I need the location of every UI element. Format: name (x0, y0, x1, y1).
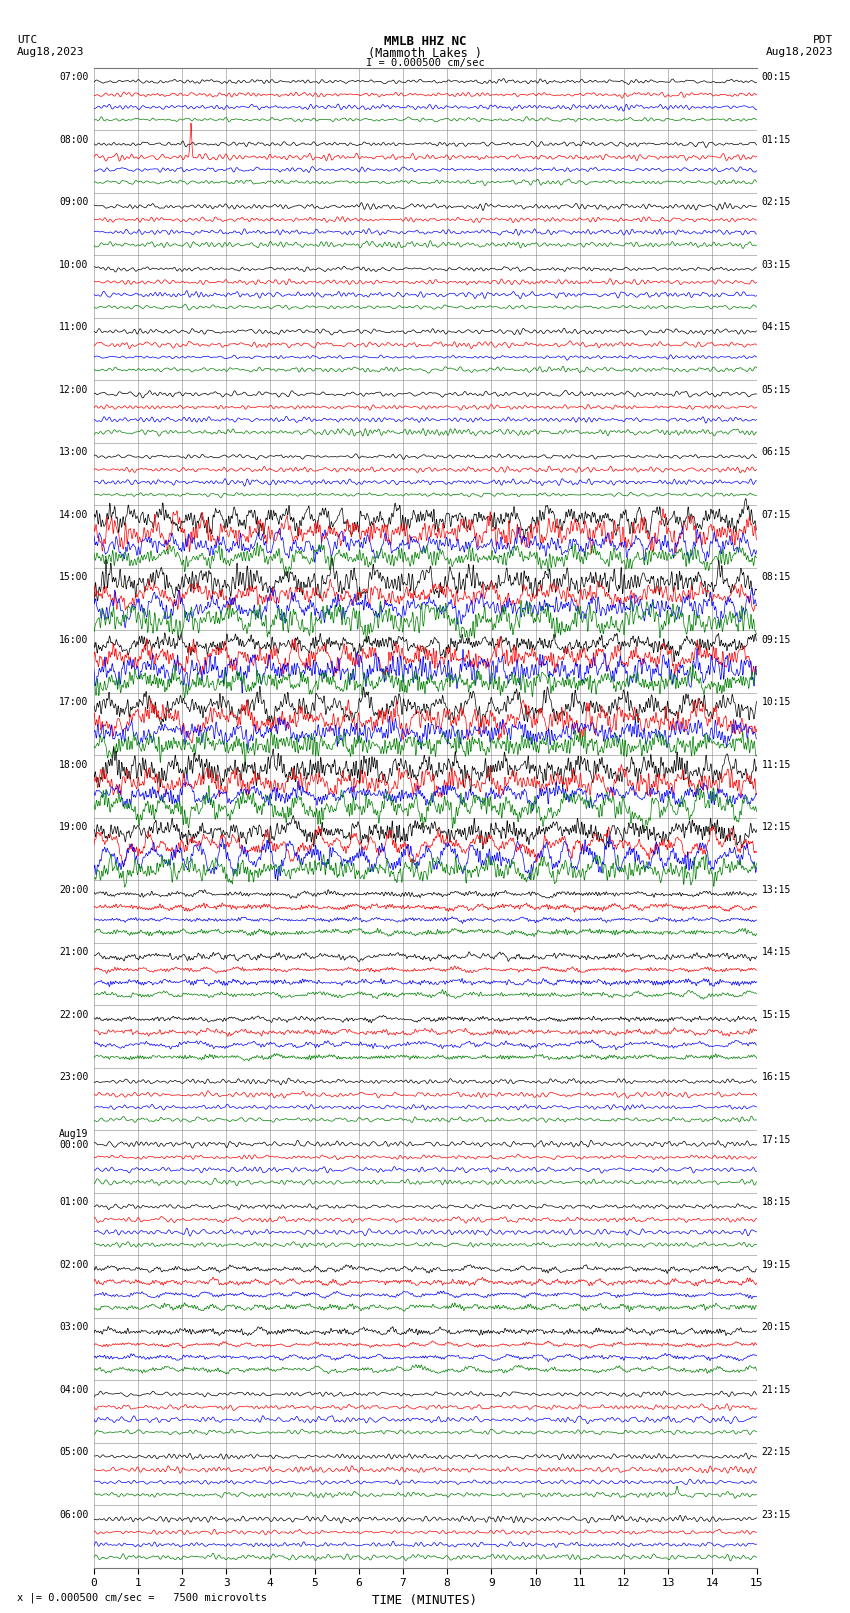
Text: x |= 0.000500 cm/sec =   7500 microvolts: x |= 0.000500 cm/sec = 7500 microvolts (17, 1592, 267, 1603)
Text: Aug18,2023: Aug18,2023 (766, 47, 833, 56)
Text: MMLB HHZ NC: MMLB HHZ NC (383, 35, 467, 48)
Text: I = 0.000500 cm/sec: I = 0.000500 cm/sec (366, 58, 484, 68)
Text: PDT: PDT (813, 35, 833, 45)
Text: Aug18,2023: Aug18,2023 (17, 47, 84, 56)
Text: (Mammoth Lakes ): (Mammoth Lakes ) (368, 47, 482, 60)
X-axis label: TIME (MINUTES): TIME (MINUTES) (372, 1594, 478, 1607)
Text: UTC: UTC (17, 35, 37, 45)
